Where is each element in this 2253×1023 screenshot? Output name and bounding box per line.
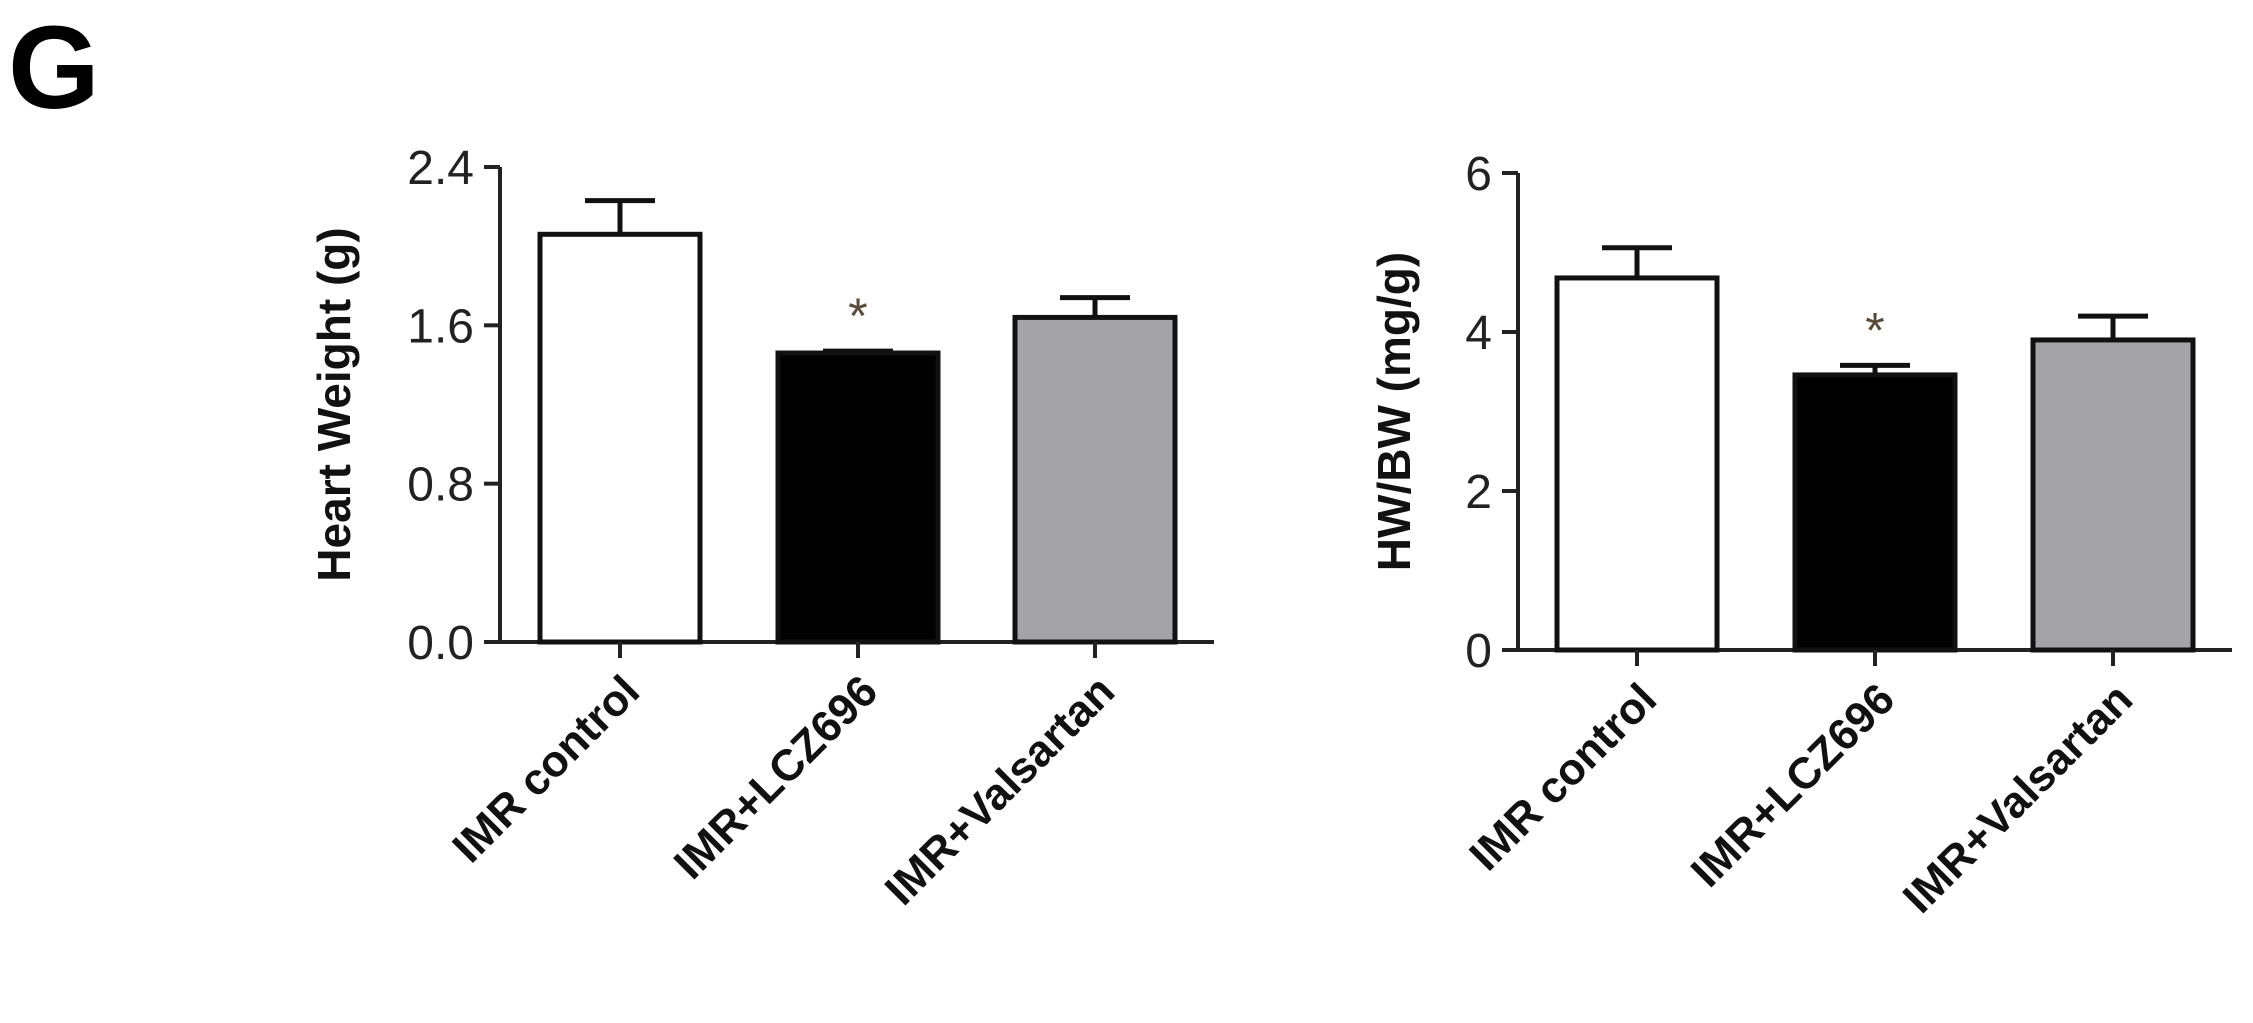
- bar-2: [1792, 372, 1958, 653]
- category-label: IMR+LCZ696: [665, 666, 887, 888]
- category-label: IMR control: [1460, 674, 1666, 880]
- y-tick-label: 0: [1465, 625, 1492, 678]
- significance-marker: *: [1865, 302, 1884, 358]
- category-label: IMR+Valsartan: [876, 666, 1124, 914]
- y-tick-label: 2.4: [407, 142, 474, 195]
- y-axis-label: Heart Weight (g): [308, 227, 360, 581]
- y-tick-label: 2: [1465, 466, 1492, 519]
- category-label: IMR+LCZ696: [1682, 674, 1904, 896]
- y-tick-label: 6: [1465, 148, 1492, 201]
- significance-marker: *: [848, 288, 867, 344]
- y-tick-label: 1.6: [407, 300, 474, 353]
- heart-weight-chart: 0.0 0.8 1.6 2.4 Heart Weight (g) IMR control *…: [308, 142, 1214, 915]
- bar-3: [1012, 314, 1178, 645]
- hw-bw-ratio-chart: 0 2 4 6 HW/BW (mg/g) IMR control * IMR+LCZ696IM…: [1368, 148, 2232, 923]
- category-label: IMR control: [443, 666, 649, 872]
- bar-2: [775, 350, 941, 645]
- y-tick-label: 0.8: [407, 459, 474, 512]
- bar-3: [2030, 337, 2196, 653]
- category-label: IMR+Valsartan: [1894, 674, 2142, 922]
- y-tick-label: 0.0: [407, 617, 474, 670]
- y-tick-label: 4: [1465, 307, 1492, 360]
- y-axis-label: HW/BW (mg/g): [1368, 252, 1420, 571]
- bar-1: [1554, 275, 1720, 653]
- bar-1: [537, 231, 703, 645]
- panel-label: G: [8, 2, 100, 134]
